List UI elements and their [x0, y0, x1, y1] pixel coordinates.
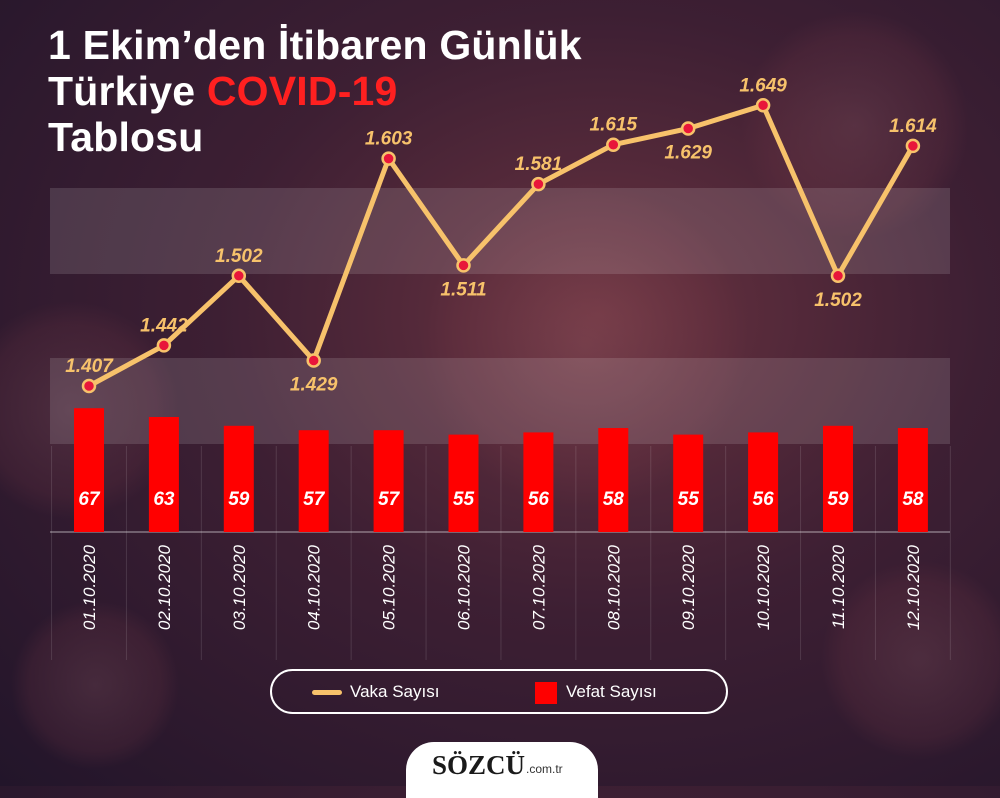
case-point [231, 268, 247, 284]
case-point [830, 268, 846, 284]
case-point [905, 138, 921, 154]
title-highlight: COVID-19 [206, 68, 398, 114]
virus-background-shape [10, 600, 180, 770]
death-bar [448, 434, 479, 532]
case-point-label: 1.407 [65, 356, 114, 377]
legend-cases-label: Vaka Sayısı [350, 682, 440, 701]
case-point-label: 1.502 [814, 290, 862, 311]
brand-logo: SÖZCÜ [432, 750, 526, 780]
death-bar-label: 55 [678, 489, 700, 510]
column-dividers [51, 446, 951, 660]
title-line-1: 1 Ekim’den İtibaren Günlük [48, 22, 582, 68]
death-bar-label: 57 [303, 489, 326, 510]
x-tick-label: 01.10.2020 [80, 544, 99, 630]
x-tick-label: 04.10.2020 [305, 544, 324, 630]
legend-deaths-label: Vefat Sayısı [566, 682, 657, 701]
case-point-label: 1.629 [664, 142, 712, 163]
case-points [81, 98, 921, 394]
brand-domain-suffix: .com.tr [526, 762, 563, 776]
death-bar-label: 59 [228, 489, 250, 510]
death-bar [74, 408, 104, 532]
case-point-label: 1.511 [440, 279, 486, 300]
case-point [156, 338, 172, 353]
x-tick-label: 03.10.2020 [230, 544, 249, 630]
death-bar-label: 67 [78, 489, 101, 510]
legend: Vaka Sayısı Vefat Sayısı [270, 669, 728, 714]
death-bar [823, 425, 853, 532]
legend-bar-swatch [535, 682, 557, 704]
death-bar [298, 430, 329, 532]
x-tick-label: 11.10.2020 [829, 544, 848, 628]
case-point-label: 1.581 [515, 154, 563, 175]
chart-title: 1 Ekim’den İtibaren Günlük Türkiye COVID… [48, 22, 582, 160]
death-bar-label: 59 [827, 489, 849, 510]
death-bar [673, 434, 704, 532]
case-point [531, 176, 546, 192]
death-bar-labels: 67 63 59 57 57 55 56 58 55 56 59 58 [78, 489, 923, 510]
virus-background-shape [740, 10, 970, 240]
death-bar-label: 58 [902, 489, 924, 510]
x-tick-label: 07.10.2020 [529, 544, 548, 630]
death-bar [598, 428, 629, 532]
case-point-label: 1.615 [590, 115, 638, 136]
death-bar-label: 63 [153, 489, 175, 510]
case-point [606, 137, 621, 152]
legend-line-swatch [312, 690, 342, 695]
x-tick-label: 05.10.2020 [380, 544, 399, 630]
x-tick-label: 09.10.2020 [679, 544, 698, 630]
death-bar-label: 56 [528, 489, 550, 510]
x-tick-label: 08.10.2020 [604, 544, 623, 630]
case-point-label: 1.442 [140, 315, 188, 336]
death-bar [897, 428, 928, 532]
x-tick-label: 12.10.2020 [904, 544, 923, 630]
death-bar [748, 432, 779, 532]
death-bar [148, 417, 179, 532]
case-point-label: 1.614 [889, 116, 937, 137]
case-point-label: 1.502 [215, 246, 263, 267]
case-point [456, 258, 471, 273]
title-line-2-prefix: Türkiye [48, 68, 207, 114]
title-line-3: Tablosu [48, 114, 204, 160]
death-bar-label: 58 [603, 489, 625, 510]
death-bars [74, 408, 928, 532]
death-bar [523, 432, 554, 532]
case-point [81, 378, 97, 394]
death-bar [223, 425, 254, 532]
case-point [680, 121, 696, 136]
case-point-label: 1.429 [290, 374, 338, 395]
case-point [306, 353, 321, 368]
death-bar-label: 57 [378, 489, 401, 510]
x-tick-label: 02.10.2020 [155, 544, 174, 630]
case-series-line [86, 102, 916, 389]
background-band [50, 358, 950, 444]
virus-background-shape [820, 560, 1000, 760]
death-bar-label: 56 [753, 489, 775, 510]
case-point-labels: 1.407 1.442 1.502 1.429 1.603 1.511 1.581 1.615… [65, 75, 937, 395]
background-band [50, 188, 950, 274]
x-tick-label: 06.10.2020 [455, 544, 474, 630]
x-axis-tick-labels: 01.10.2020 02.10.2020 03.10.2020 04.10.2020… [80, 544, 923, 630]
death-bar-label: 55 [453, 489, 475, 510]
death-bar [373, 430, 404, 532]
case-point [755, 98, 771, 113]
brand-tab: SÖZCÜ .com.tr [406, 742, 598, 798]
case-point [381, 151, 396, 166]
x-tick-label: 10.10.2020 [754, 544, 773, 630]
case-point-label: 1.649 [739, 75, 787, 96]
case-point-label: 1.603 [365, 129, 413, 150]
